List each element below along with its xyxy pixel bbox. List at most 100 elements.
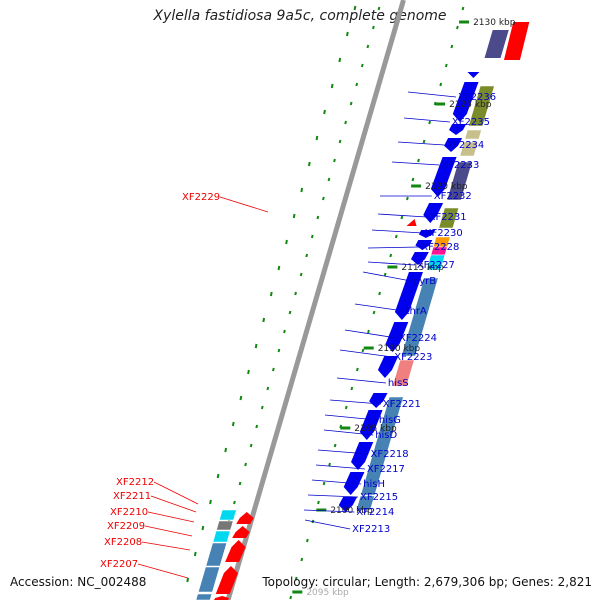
map-title: Xylella fastidiosa 9a5c, complete genome	[153, 8, 447, 24]
gene-label-leader	[303, 509, 355, 513]
reverse-cog-bar	[219, 509, 237, 521]
tick-track-right-mark	[317, 500, 320, 505]
tick-track-outer-left-mark	[353, 5, 357, 11]
reverse-gene-arrow	[232, 526, 250, 538]
scale-label: 2130 kbp	[473, 18, 516, 28]
forward-gene-arrow	[377, 356, 399, 378]
tick-track-mid-left-mark	[277, 348, 281, 353]
forward-gene-arrow	[410, 252, 429, 265]
reverse-gene-arrow	[406, 219, 417, 226]
forward-gene-arrow	[449, 124, 467, 135]
gene-label-forward: XF2223	[394, 352, 432, 363]
gene-label-forward: XF2228	[421, 242, 459, 253]
gene-label-leader	[377, 213, 427, 218]
tick-track-right-mark	[300, 557, 304, 562]
tick-track-right-mark	[322, 481, 326, 486]
forward-cog-bar	[438, 207, 459, 229]
reverse-gene-arrow	[503, 22, 530, 60]
scale-label: 2115 kbp	[401, 263, 444, 273]
scale-label: 2095 kbp	[306, 588, 349, 598]
forward-cog-bar	[401, 277, 439, 357]
tick-track-mid-left-mark	[349, 101, 353, 106]
tick-track-right-mark	[461, 6, 465, 11]
forward-cog-bar	[446, 161, 473, 201]
tick-track-outer-left-mark	[186, 577, 190, 583]
reverse-cog-bar	[198, 566, 220, 593]
tick-track-outer-left-mark	[345, 31, 349, 37]
forward-gene-arrow	[385, 322, 409, 352]
forward-gene-arrow	[394, 272, 423, 320]
gene-label-leader	[362, 271, 411, 282]
tick-track-right-mark	[333, 443, 337, 448]
gene-label-forward: XF2224	[399, 333, 437, 344]
gene-label-leader	[317, 449, 369, 455]
forward-gene-arrow	[430, 157, 457, 197]
reverse-cog-bar	[212, 530, 231, 543]
gene-label-reverse: XF2210	[110, 507, 148, 518]
tick-track-right-mark	[356, 367, 359, 372]
tick-track-outer-left-mark	[209, 499, 212, 505]
scale-label: 2125 kbp	[449, 100, 492, 110]
genome-backbone	[225, 0, 406, 600]
tick-track-right-mark	[417, 158, 420, 163]
forward-cog-bar	[468, 85, 495, 127]
tick-track-right-mark	[394, 234, 398, 239]
tick-track-right-mark	[411, 177, 415, 182]
tick-track-mid-left-mark	[377, 6, 381, 11]
tick-track-outer-left-mark	[262, 317, 266, 323]
gene-label-leader	[323, 429, 374, 436]
gene-label-leader	[153, 481, 199, 505]
gene-label-reverse: XF2209	[107, 521, 145, 532]
tick-track-mid-left-mark	[233, 500, 236, 505]
tick-track-right-mark	[444, 63, 448, 68]
tick-track-outer-left-mark	[231, 421, 235, 427]
gene-label-forward: hisH	[363, 479, 385, 490]
tick-track-mid-left-mark	[238, 481, 242, 486]
gene-label-leader	[344, 329, 398, 339]
gene-label-leader	[354, 303, 404, 312]
reverse-cog-bar	[205, 542, 228, 567]
tick-track-right-mark	[344, 405, 348, 410]
forward-cog-bar	[360, 396, 404, 496]
topology-label: Topology: circular; Length: 2,679,306 bp…	[262, 575, 592, 589]
tick-track-outer-left-mark	[193, 551, 197, 557]
gene-label-leader	[371, 229, 423, 234]
tick-track-mid-left-mark	[366, 44, 370, 49]
gene-label-reverse: XF2208	[104, 537, 142, 548]
gene-label-reverse: XF2229	[182, 192, 220, 203]
forward-gene-arrow	[452, 82, 479, 122]
tick-track-outer-left-mark	[315, 135, 319, 141]
gene-label-forward: XF2217	[367, 464, 405, 475]
gene-label-forward: thrA	[406, 306, 427, 317]
forward-cog-bar	[426, 254, 446, 271]
forward-cog-bar	[459, 141, 479, 157]
forward-gene-arrow	[369, 393, 388, 408]
gene-label-leader	[324, 414, 377, 421]
forward-cog-bar	[355, 495, 375, 511]
gene-label-forward: XF2214	[356, 507, 394, 518]
tick-track-right-mark	[383, 272, 387, 277]
gene-label-forward: XF2218	[371, 449, 409, 460]
gene-label-leader	[367, 246, 420, 249]
tick-track-right-mark	[406, 196, 409, 201]
reverse-gene-arrow	[215, 566, 238, 594]
tick-track-outer-left-mark	[285, 239, 288, 245]
tick-track-mid-left-mark	[294, 291, 297, 296]
tick-track-right-mark	[378, 291, 381, 296]
gene-label-leader	[397, 141, 445, 146]
gene-label-leader	[407, 91, 457, 98]
tick-track-outer-left-mark	[323, 109, 326, 115]
forward-gene-arrow	[338, 497, 358, 512]
gene-label-leader	[150, 495, 197, 513]
tick-track-mid-left-mark	[372, 25, 375, 30]
tick-track-mid-left-mark	[255, 424, 259, 429]
gene-label-forward: XF2230	[425, 228, 463, 239]
gene-label-forward: XF2231	[429, 212, 467, 223]
tick-track-mid-left-mark	[283, 329, 286, 334]
gene-label-leader	[403, 117, 450, 123]
gene-label-forward: pyrB	[413, 276, 436, 287]
forward-cog-bar	[464, 129, 482, 140]
tick-track-right-mark	[367, 329, 370, 334]
tick-track-right-mark	[456, 25, 459, 30]
